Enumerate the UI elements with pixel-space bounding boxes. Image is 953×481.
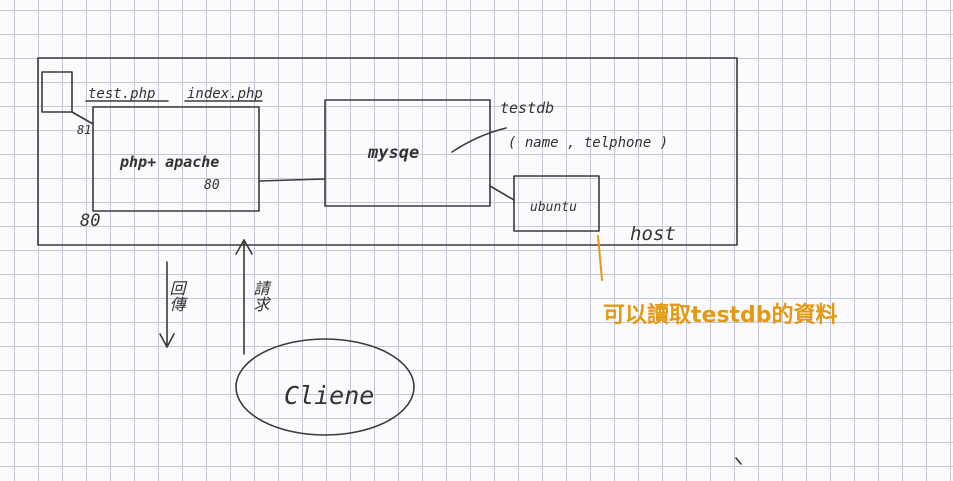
port-80-outer-label: 80 bbox=[80, 211, 100, 231]
mysql-ubuntu-link bbox=[489, 185, 515, 201]
testdb-fields-label: ( name , telphone ) bbox=[508, 135, 668, 151]
mysql-testdb-link bbox=[451, 127, 507, 153]
ubuntu-label: ubuntu bbox=[530, 200, 577, 215]
stray-mark bbox=[735, 457, 742, 465]
testdb-label: testdb bbox=[500, 99, 554, 117]
host-label: host bbox=[630, 223, 676, 245]
note-label: 可以讀取testdb的資料 bbox=[603, 302, 838, 328]
port-80-inner-label: 80 bbox=[204, 178, 220, 193]
php-mysql-link bbox=[258, 178, 326, 182]
return-arrowhead bbox=[159, 333, 175, 348]
php-apache-label: php+ apache bbox=[119, 153, 219, 171]
note-pointer bbox=[597, 235, 603, 281]
test-php-label: test.php bbox=[88, 86, 155, 102]
client-label: Cliene bbox=[284, 381, 374, 410]
port-81-label: 81 bbox=[77, 123, 91, 137]
test-php-file-box bbox=[41, 71, 73, 113]
ubuntu-box bbox=[513, 175, 600, 232]
client-ellipse bbox=[235, 338, 415, 436]
request-arrowhead bbox=[235, 239, 253, 255]
request-label: 請求 bbox=[251, 280, 270, 312]
index-php-label: index.php bbox=[187, 86, 263, 102]
return-label: 回傳 bbox=[167, 280, 186, 312]
php-apache-box bbox=[92, 106, 260, 212]
mysql-box bbox=[324, 99, 491, 207]
file-connector bbox=[71, 111, 94, 125]
host-box bbox=[37, 57, 738, 246]
mysql-label: mysqe bbox=[367, 143, 419, 163]
